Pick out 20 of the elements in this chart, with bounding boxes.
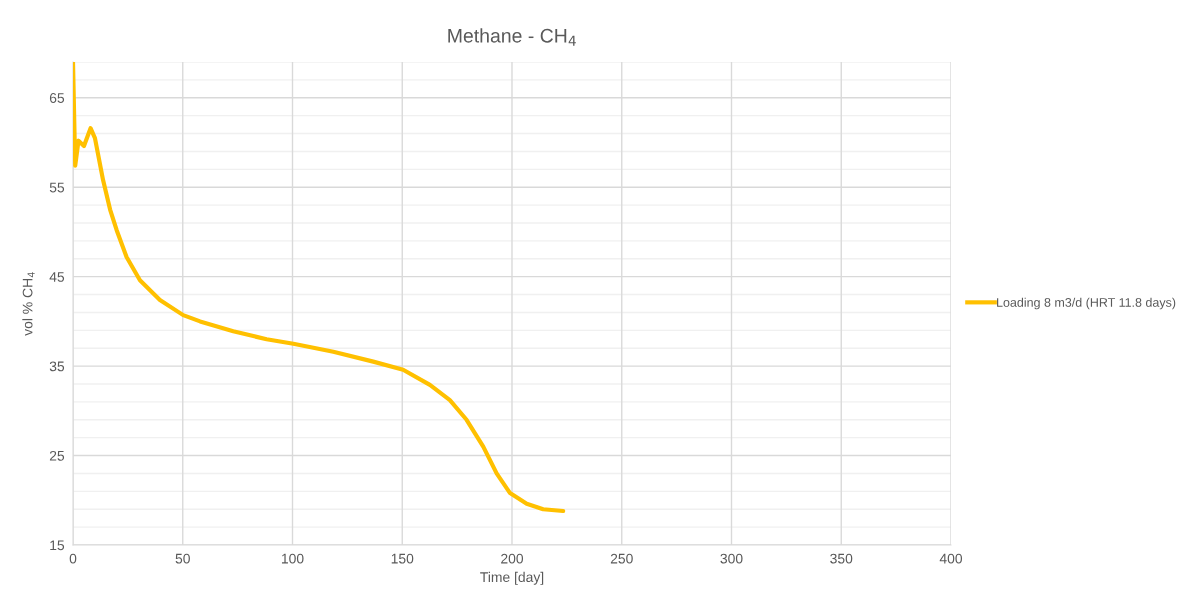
y-tick-label: 55 <box>49 182 65 193</box>
x-tick-label: 100 <box>281 553 304 564</box>
y-tick-label: 35 <box>49 361 65 372</box>
chart-title: Methane - CH$_{4}$ <box>448 28 576 46</box>
legend-label: Loading 8 m3/d (HRT 11.8 days) <box>997 297 1176 310</box>
y-tick-label: 15 <box>50 540 65 551</box>
x-axis-title: Time [day] <box>480 571 544 585</box>
y-tick-label: 25 <box>49 450 65 461</box>
x-tick-label: 300 <box>720 553 743 564</box>
x-tick-label: 0 <box>69 553 77 564</box>
x-tick-label: 250 <box>610 553 633 564</box>
y-axis-title: vol % CH$_{4}$ <box>22 272 35 336</box>
x-tick-label: 400 <box>939 553 963 564</box>
x-tick-label: 150 <box>391 553 414 564</box>
line-series <box>73 62 566 514</box>
x-tick-label: 200 <box>501 553 524 564</box>
y-tick-label: 65 <box>49 93 65 103</box>
x-tick-label: 50 <box>175 553 190 564</box>
x-tick-label: 350 <box>830 553 853 564</box>
y-tick-label: 45 <box>49 272 65 282</box>
